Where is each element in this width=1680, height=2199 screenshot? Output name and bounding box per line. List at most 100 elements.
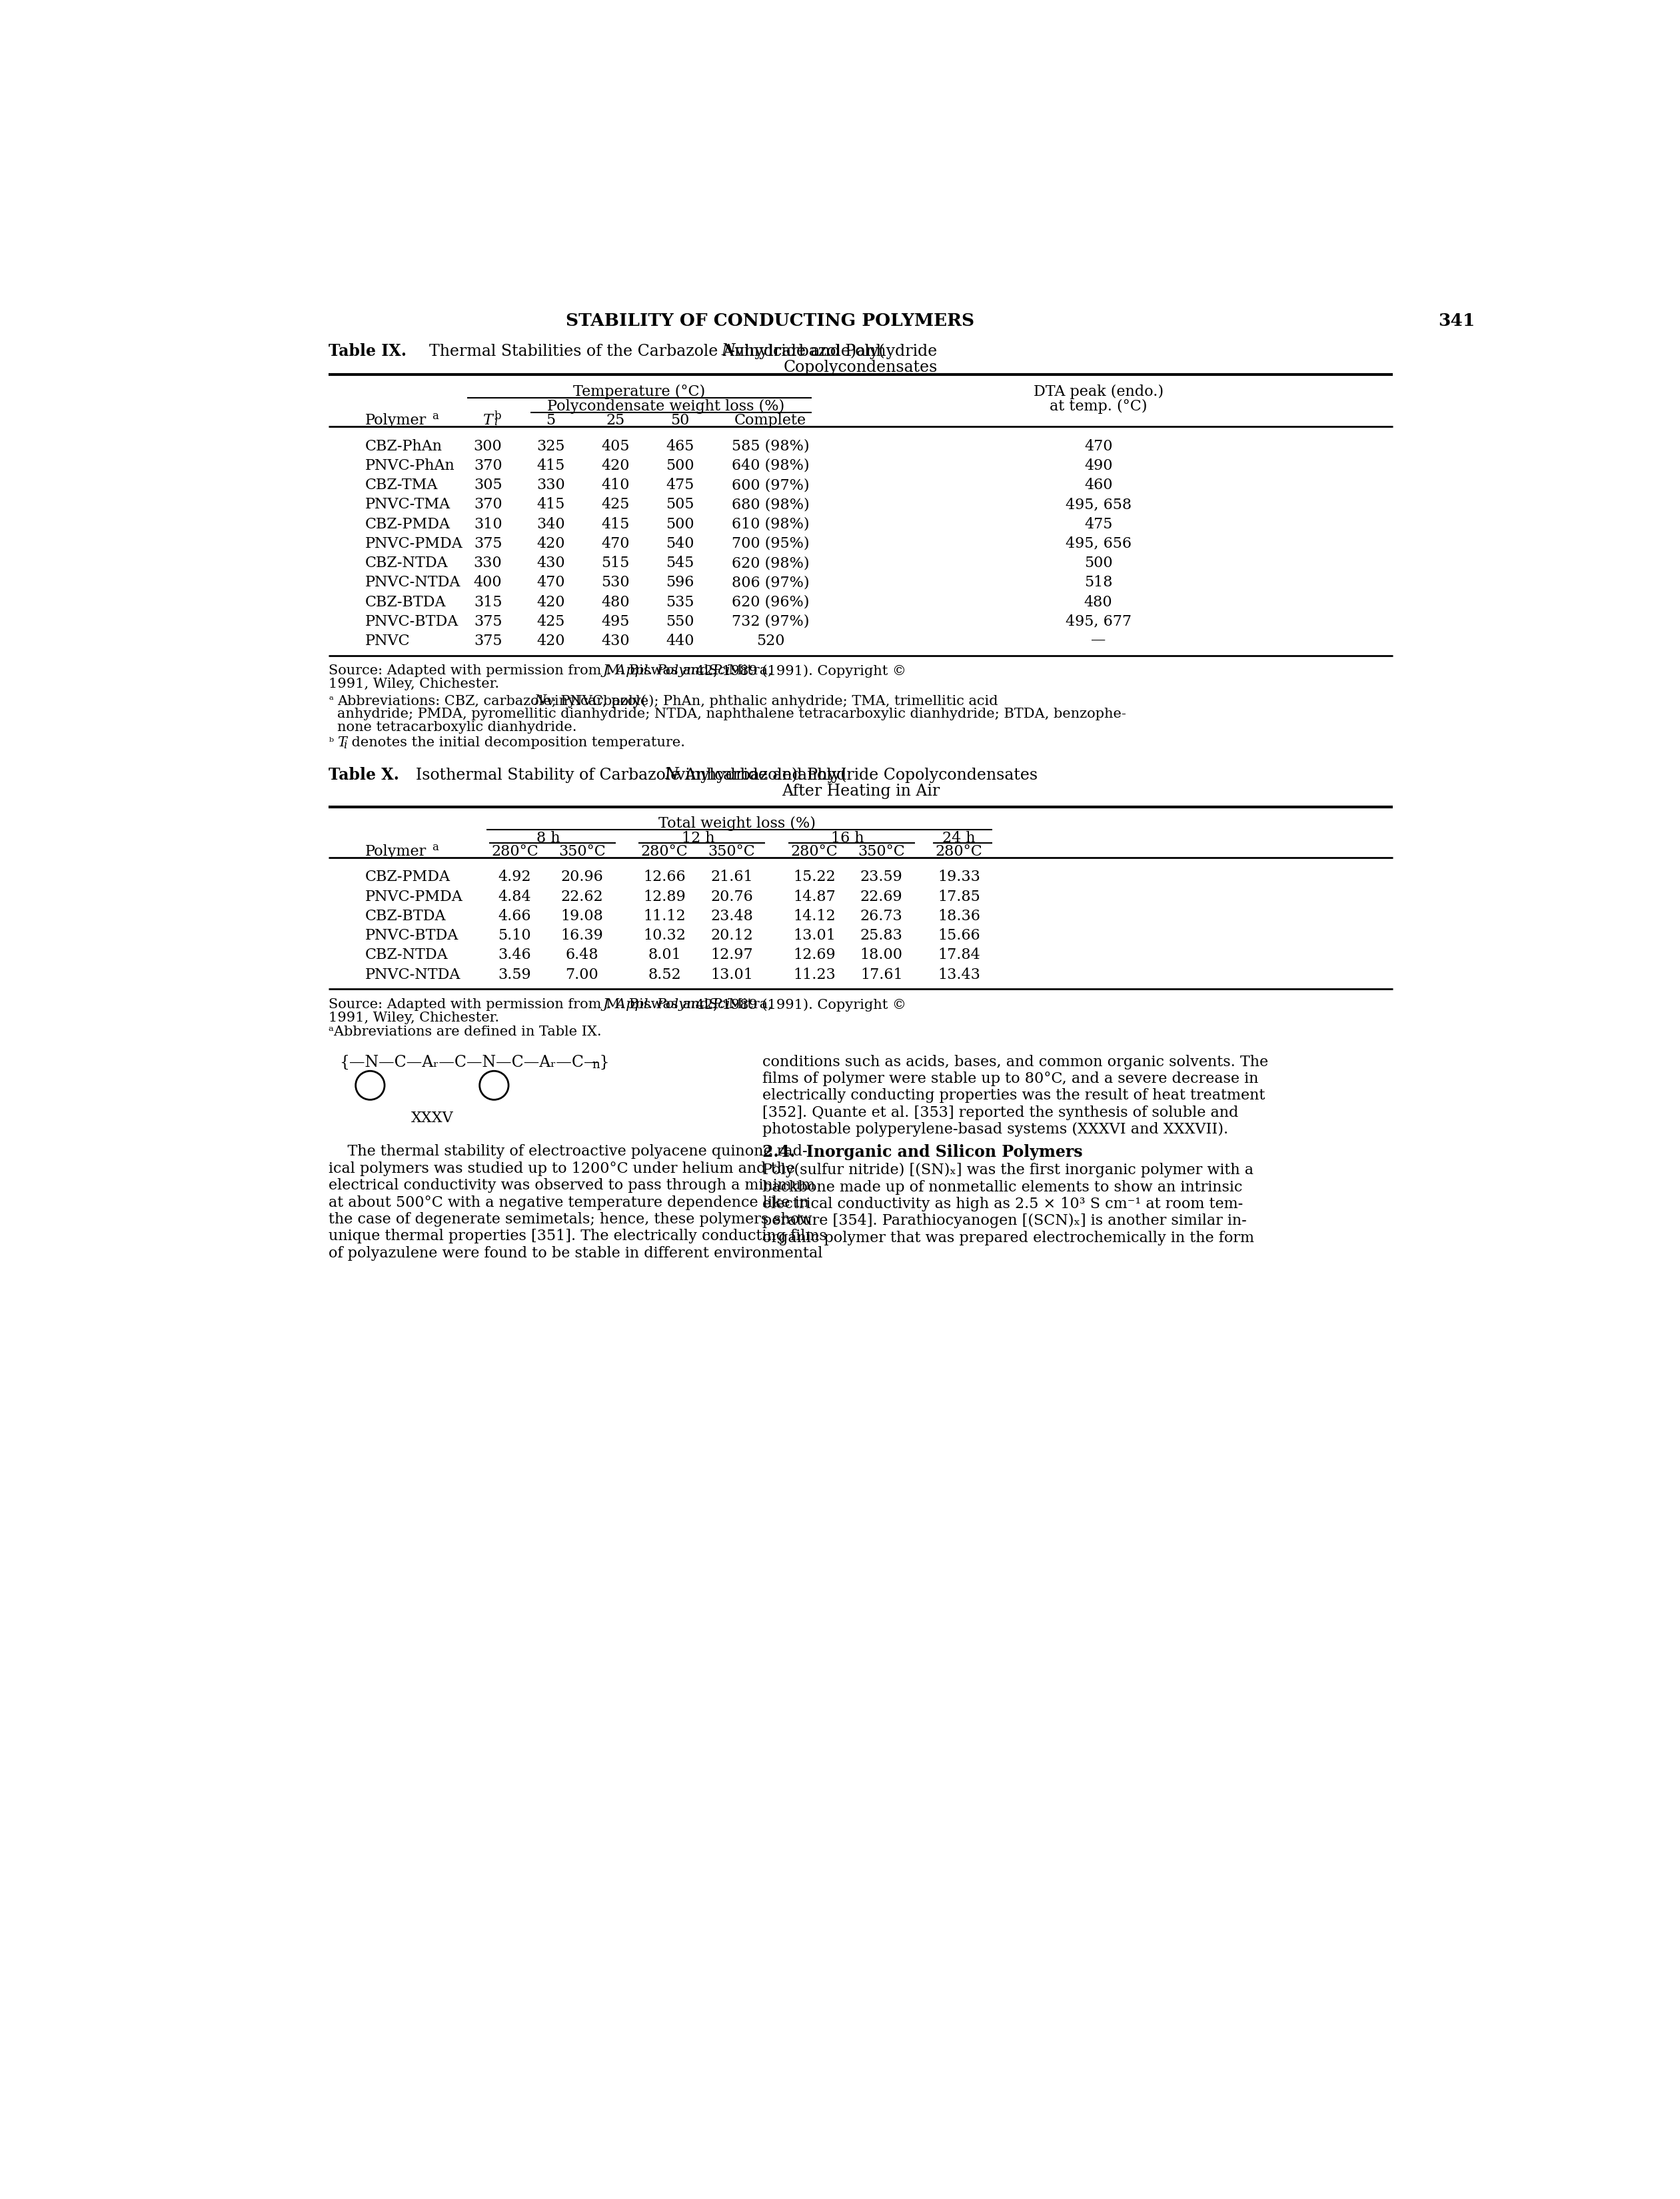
Text: {—N—C—Aᵣ—C—N—C—Aᵣ—C—}: {—N—C—Aᵣ—C—N—C—Aᵣ—C—} (339, 1056, 610, 1071)
Text: 732 (97%): 732 (97%) (731, 614, 810, 629)
Text: 806 (97%): 806 (97%) (731, 576, 810, 589)
Text: CBZ-NTDA: CBZ-NTDA (365, 556, 449, 570)
Text: 7.00: 7.00 (564, 968, 598, 983)
Text: 1991, Wiley, Chichester.: 1991, Wiley, Chichester. (329, 677, 499, 690)
Text: 23.59: 23.59 (860, 871, 902, 884)
Text: Thermal Stabilities of the Carbazole Anhydride and Poly(: Thermal Stabilities of the Carbazole Anh… (408, 343, 884, 358)
Text: 415: 415 (601, 517, 630, 532)
Text: CBZ-BTDA: CBZ-BTDA (365, 596, 445, 609)
Text: 341: 341 (1438, 312, 1475, 330)
Text: —: — (1090, 633, 1105, 649)
Text: T: T (482, 413, 492, 429)
Text: Source: Adapted with permission from M. Biswas and P. Mitra,: Source: Adapted with permission from M. … (329, 664, 776, 677)
Text: 17.85: 17.85 (937, 888, 979, 904)
Text: 585 (98%): 585 (98%) (731, 440, 810, 453)
Text: 14.87: 14.87 (793, 888, 835, 904)
Text: PNVC-NTDA: PNVC-NTDA (365, 968, 460, 983)
Text: 596: 596 (665, 576, 694, 589)
Text: -vinylcarbazole)anhydride: -vinylcarbazole)anhydride (729, 343, 937, 358)
Text: 405: 405 (601, 440, 630, 453)
Text: 620 (98%): 620 (98%) (731, 556, 810, 570)
Text: 17.61: 17.61 (860, 968, 902, 983)
Text: 680 (98%): 680 (98%) (731, 497, 810, 512)
Text: Complete: Complete (734, 413, 806, 429)
Text: 430: 430 (601, 633, 630, 649)
Text: 640 (98%): 640 (98%) (731, 457, 810, 473)
Text: 42, 1989 (1991). Copyright ©: 42, 1989 (1991). Copyright © (692, 664, 907, 677)
Text: 12.97: 12.97 (711, 948, 753, 963)
Text: 495, 656: 495, 656 (1065, 537, 1131, 552)
Text: Source: Adapted with permission from M. Biswas and P. Mitra,: Source: Adapted with permission from M. … (329, 998, 776, 1012)
Text: CBZ-PMDA: CBZ-PMDA (365, 871, 450, 884)
Text: 545: 545 (665, 556, 694, 570)
Text: 480: 480 (1084, 596, 1112, 609)
Text: 26.73: 26.73 (860, 908, 902, 924)
Text: 530: 530 (601, 576, 630, 589)
Text: J. Appl. Polym. Sci.: J. Appl. Polym. Sci. (603, 664, 734, 677)
Text: 550: 550 (665, 614, 694, 629)
Text: 490: 490 (1084, 457, 1112, 473)
Text: 13.01: 13.01 (793, 928, 835, 943)
Text: 25: 25 (606, 413, 625, 429)
Text: ᵇ: ᵇ (329, 737, 334, 748)
Text: 280°C: 280°C (640, 844, 689, 860)
Text: 430: 430 (536, 556, 564, 570)
Text: 370: 370 (474, 457, 502, 473)
Text: 475: 475 (665, 477, 694, 493)
Text: 495, 677: 495, 677 (1065, 614, 1131, 629)
Text: 280°C: 280°C (936, 844, 983, 860)
Text: Polymer: Polymer (365, 413, 427, 429)
Text: 21.61: 21.61 (711, 871, 753, 884)
Text: 280°C: 280°C (791, 844, 838, 860)
Text: Abbreviations: CBZ, carbazole; PNVC, poly(: Abbreviations: CBZ, carbazole; PNVC, pol… (338, 695, 647, 708)
Text: 16.39: 16.39 (561, 928, 603, 943)
Text: 460: 460 (1084, 477, 1112, 493)
Text: ᵃ: ᵃ (329, 695, 333, 706)
Text: conditions such as acids, bases, and common organic solvents. The
films of polym: conditions such as acids, bases, and com… (763, 1056, 1268, 1137)
Text: 42, 1989 (1991). Copyright ©: 42, 1989 (1991). Copyright © (692, 998, 907, 1012)
Text: 12 h: 12 h (682, 831, 714, 844)
Text: 420: 420 (536, 633, 564, 649)
Text: 540: 540 (665, 537, 694, 552)
Text: 5: 5 (546, 413, 556, 429)
Text: 520: 520 (756, 633, 785, 649)
Text: CBZ-PhAn: CBZ-PhAn (365, 440, 442, 453)
Text: CBZ-TMA: CBZ-TMA (365, 477, 438, 493)
Text: 470: 470 (536, 576, 564, 589)
Text: 375: 375 (474, 537, 502, 552)
Text: PNVC-PMDA: PNVC-PMDA (365, 537, 462, 552)
Text: 19.08: 19.08 (561, 908, 603, 924)
Text: 305: 305 (474, 477, 502, 493)
Text: 11.23: 11.23 (793, 968, 835, 983)
Text: XXXV: XXXV (412, 1110, 454, 1126)
Text: Poly(sulfur nitride) [(SN)ₓ] was the first inorganic polymer with a
backbone mad: Poly(sulfur nitride) [(SN)ₓ] was the fir… (763, 1163, 1255, 1245)
Text: 415: 415 (536, 457, 564, 473)
Text: STABILITY OF CONDUCTING POLYMERS: STABILITY OF CONDUCTING POLYMERS (566, 312, 974, 330)
Text: DTA peak (endo.): DTA peak (endo.) (1033, 385, 1163, 400)
Text: 12.66: 12.66 (643, 871, 685, 884)
Text: 600 (97%): 600 (97%) (731, 477, 810, 493)
Text: 500: 500 (1084, 556, 1112, 570)
Text: J. Appl. Polym. Sci.: J. Appl. Polym. Sci. (603, 998, 734, 1012)
Text: anhydride; PMDA, pyromellitic dianhydride; NTDA, naphthalene tetracarboxylic dia: anhydride; PMDA, pyromellitic dianhydrid… (338, 708, 1126, 721)
Text: 375: 375 (474, 614, 502, 629)
Text: 13.01: 13.01 (711, 968, 753, 983)
Text: 16 h: 16 h (832, 831, 865, 844)
Text: PNVC-TMA: PNVC-TMA (365, 497, 450, 512)
Text: 375: 375 (474, 633, 502, 649)
Text: 500: 500 (665, 457, 694, 473)
Text: 610 (98%): 610 (98%) (731, 517, 810, 532)
Text: ᵃAbbreviations are defined in Table IX.: ᵃAbbreviations are defined in Table IX. (329, 1025, 601, 1038)
Text: 50: 50 (670, 413, 689, 429)
Text: 15.22: 15.22 (793, 871, 835, 884)
Text: 300: 300 (474, 440, 502, 453)
Text: Temperature (°C): Temperature (°C) (573, 385, 706, 400)
Text: 620 (96%): 620 (96%) (731, 596, 810, 609)
Text: 420: 420 (601, 457, 630, 473)
Text: 700 (95%): 700 (95%) (731, 537, 810, 552)
Text: 535: 535 (665, 596, 694, 609)
Text: 470: 470 (601, 537, 630, 552)
Text: PNVC-NTDA: PNVC-NTDA (365, 576, 460, 589)
Text: 22.69: 22.69 (860, 888, 902, 904)
Text: PNVC-PhAn: PNVC-PhAn (365, 457, 455, 473)
